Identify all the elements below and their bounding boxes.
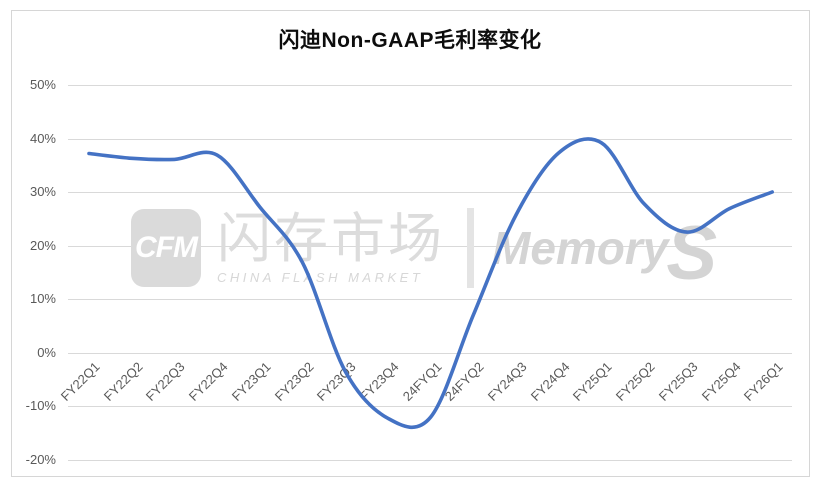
cfm-logo: CFM (131, 209, 201, 287)
y-axis-label: 40% (29, 130, 56, 146)
y-axis-label: -10% (25, 398, 56, 413)
watermark-english-text: CHINA FLASH MARKET (217, 270, 424, 285)
gridline (68, 406, 792, 407)
watermark: CFM 闪存市场 CHINA FLASH MARKET Memory S (131, 208, 717, 292)
gridline (68, 138, 792, 140)
y-axis-label: 50% (29, 77, 56, 92)
gridline (68, 352, 792, 354)
cfm-logo-text: CFM (135, 231, 198, 264)
y-axis-label: 30% (29, 184, 56, 199)
gridline (68, 85, 792, 86)
chart-title: 闪迪Non-GAAP毛利率变化 (278, 29, 542, 52)
watermark-chinese-text: 闪存市场 (217, 209, 445, 269)
y-axis-label: 0% (37, 344, 56, 360)
memorys-logo-s: S (666, 211, 718, 296)
y-axis-label: -20% (25, 451, 56, 467)
gridline (68, 299, 792, 300)
y-axis-label: 20% (29, 237, 56, 253)
watermark-divider (467, 208, 474, 288)
y-axis-label: 10% (29, 291, 56, 306)
memorys-logo-text: Memory (492, 222, 669, 274)
memorys-logo: Memory S (492, 216, 717, 292)
watermark-brand-block: 闪存市场 CHINA FLASH MARKET (217, 211, 445, 285)
gridline (68, 192, 792, 193)
gridline (68, 459, 792, 461)
